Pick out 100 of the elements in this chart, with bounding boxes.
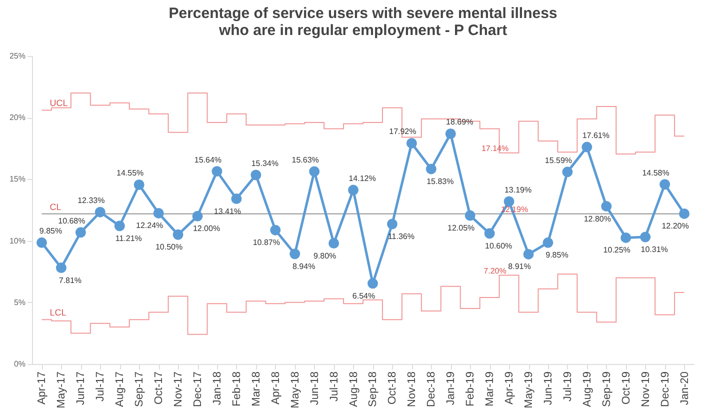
y-tick-label: 15% (9, 174, 26, 184)
data-label: 7.81% (58, 276, 82, 285)
data-label: 10.31% (640, 244, 668, 254)
point (523, 248, 534, 260)
data-label: 15.59% (544, 156, 572, 165)
x-tick-label: Jun-18 (308, 372, 321, 406)
point (212, 166, 222, 177)
series-label: UCL (50, 98, 68, 108)
x-tick-label: Sep-17 (134, 372, 146, 407)
data-label: 9.85% (546, 250, 568, 260)
data-label: 10.25% (603, 246, 630, 255)
text: who are in regular employment - P Chart (218, 22, 508, 39)
point (504, 196, 514, 207)
x-tick-label: Apr-19 (504, 372, 516, 405)
point (562, 166, 573, 178)
data-label: 13.19% (504, 186, 532, 194)
data-label: 12.33% (78, 196, 105, 206)
point (134, 180, 144, 190)
point (328, 238, 340, 248)
point (270, 224, 281, 236)
point (679, 208, 690, 219)
data-label: 10.50% (155, 242, 183, 252)
point (172, 229, 184, 240)
x-tick-label: Aug-18 (348, 372, 360, 407)
x-tick-label: Sep-19 (600, 372, 613, 407)
y-tick-label: 25% (9, 52, 26, 60)
point (582, 142, 592, 152)
point (367, 278, 378, 289)
data-label: 17.61% (582, 131, 610, 140)
data-label: 14.58% (642, 168, 670, 178)
x-tick-label: Oct-17 (153, 372, 166, 405)
x-tick-label: Sep-18 (367, 372, 380, 407)
point (464, 210, 476, 221)
x-tick-label: Nov-19 (640, 372, 652, 407)
point (386, 218, 398, 230)
point (290, 248, 300, 260)
data-label: 6.54% (352, 291, 376, 300)
data-label: 9.85% (39, 226, 62, 236)
x-tick-label: Mar-18 (250, 372, 262, 406)
x-tick-label: Nov-18 (406, 372, 418, 407)
data-label: 10.68% (58, 216, 86, 226)
x-tick-label: Jun-17 (75, 372, 88, 406)
data-label: 12.80% (584, 214, 611, 224)
x-tick-label: Aug-19 (581, 372, 594, 407)
data-label: 12.00% (192, 224, 220, 234)
data-label: 15.83% (426, 176, 454, 186)
x-tick-label: Jul-19 (562, 372, 574, 402)
x-tick-label: Jul-17 (94, 372, 107, 402)
x-tick-label: Jan-18 (211, 372, 224, 406)
data-label: 15.34% (251, 159, 278, 168)
x-tick-label: Dec-19 (659, 372, 672, 407)
data-label: 18.69% (446, 118, 474, 127)
annotation: 7.20% (484, 266, 506, 276)
x-tick-label: Jun-19 (542, 372, 554, 406)
data-label: 11.21% (115, 234, 142, 243)
data-label: 15.64% (194, 155, 222, 164)
data-label: 13.41% (214, 206, 242, 216)
data-label: 12.24% (136, 221, 164, 230)
text: Percentage of service users with severe mental illness (168, 5, 558, 22)
data-label: 8.94% (292, 262, 316, 271)
x-tick-label: Aug-17 (114, 372, 126, 407)
point (640, 232, 651, 242)
y-tick-label: 10% (9, 236, 26, 246)
point (36, 237, 47, 248)
point (192, 210, 203, 222)
x-tick-label: May-17 (56, 372, 68, 408)
point (250, 170, 262, 180)
y-tick-label: 0% (14, 360, 26, 368)
point (75, 227, 86, 238)
point (309, 166, 320, 177)
x-tick-label: May-19 (523, 372, 535, 408)
x-tick-label: Oct-18 (386, 372, 399, 405)
x-tick-label: Apr-18 (270, 372, 282, 405)
point (601, 201, 612, 212)
x-tick-label: Dec-17 (192, 372, 204, 407)
point (56, 262, 66, 274)
point (542, 237, 554, 248)
x-tick-label: Apr-17 (36, 372, 48, 405)
x-tick-label: Oct-19 (620, 372, 632, 405)
point (660, 179, 670, 190)
point (94, 206, 106, 218)
data-label: 17.92% (389, 127, 416, 136)
series-label: LCL (50, 308, 66, 318)
x-tick-label: Feb-18 (230, 372, 243, 406)
y-tick-label: 20% (9, 113, 26, 122)
x-tick-label: Jan-20 (678, 372, 691, 406)
data-label: 15.63% (292, 155, 319, 164)
data-label: 10.87% (252, 238, 280, 248)
x-tick-label: May-18 (289, 372, 302, 408)
point (620, 232, 632, 243)
point (426, 164, 436, 174)
point (231, 194, 242, 204)
data-label: 12.05% (448, 224, 475, 233)
x-tick-label: Feb-19 (464, 372, 477, 406)
data-label: 10.60% (484, 241, 512, 250)
point (406, 138, 417, 148)
point (445, 128, 456, 139)
x-tick-label: Nov-17 (172, 372, 185, 407)
x-tick-label: Jul-18 (328, 372, 340, 402)
data-label: 12.20% (662, 222, 689, 231)
